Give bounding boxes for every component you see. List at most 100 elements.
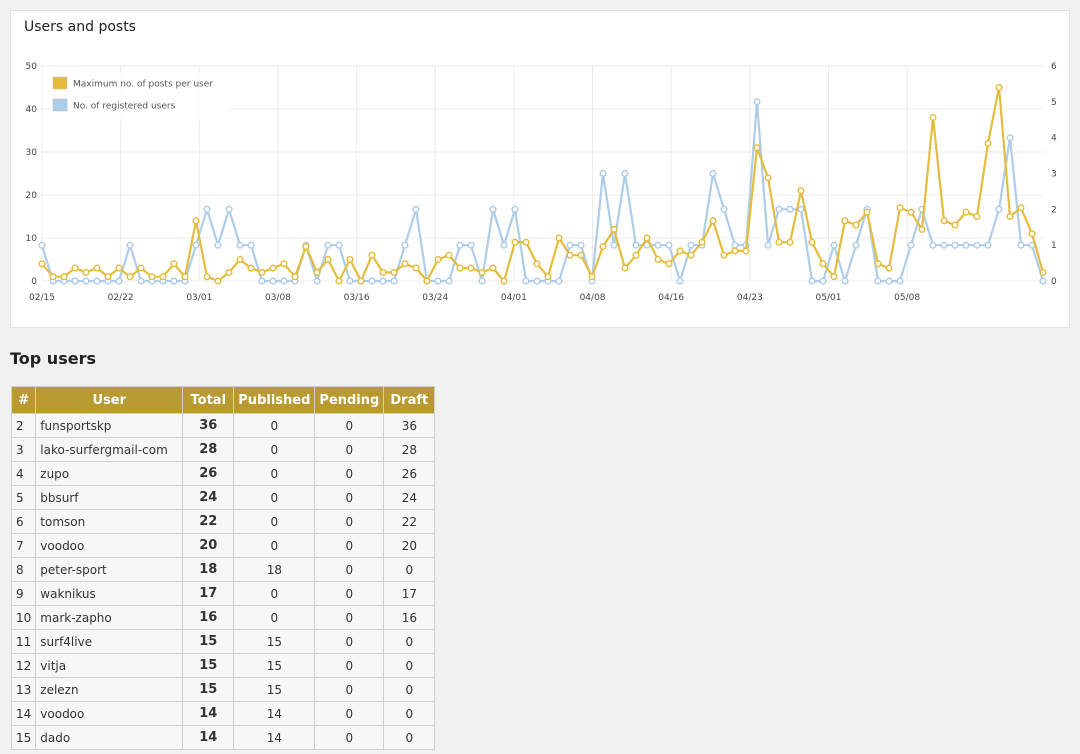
users-point [1006,134,1014,142]
table-body: 2 funsportskp 36 0 0 36 3 lako-surfergmail-com 2… [10,413,436,750]
pending-cell: 0 [314,413,385,438]
rank-cell: 10 [10,605,37,630]
users-point [709,169,717,178]
user-name-cell[interactable]: mark-zapho [35,605,184,630]
users-point [720,205,728,213]
posts-point [467,264,475,272]
posts-point [566,251,574,259]
draft-cell: 22 [383,509,436,534]
table-row: 13 zelezn 15 15 0 0 [10,677,436,702]
y-right-tick-label: 3 [1051,170,1057,180]
posts-point [379,268,387,276]
posts-point [577,251,585,259]
published-cell: 0 [233,533,316,558]
table-row: 4 zupo 26 0 0 26 [10,461,436,486]
user-name-cell[interactable]: bbsurf [35,485,184,510]
user-name-cell[interactable]: peter-sport [35,557,184,582]
draft-cell: 20 [383,533,436,558]
rank-cell: 11 [10,629,37,654]
table-header-row: # User Total Published Pending Draft [10,386,436,414]
posts-point [313,268,321,276]
users-point [82,277,90,285]
posts-point [907,208,915,216]
users-point [786,205,794,213]
published-cell: 0 [233,485,316,510]
col-user-header[interactable]: User [35,386,184,414]
users-point [511,205,519,213]
posts-point [71,264,79,272]
user-name-cell[interactable]: zupo [35,461,184,486]
rank-cell: 15 [10,725,37,750]
y-left-tick-label: 20 [26,191,38,201]
y-left-tick-label: 0 [31,277,37,287]
posts-point [643,234,651,242]
posts-point [819,260,827,268]
pending-cell: 0 [314,437,385,462]
user-name-cell[interactable]: surf4live [35,629,184,654]
posts-point [588,273,596,281]
total-cell: 18 [182,557,235,582]
posts-point [731,247,739,255]
x-tick-label: 03/16 [344,293,370,303]
y-right-tick-label: 6 [1051,62,1057,72]
y-right-tick-label: 2 [1051,205,1057,215]
table-row: 3 lako-surfergmail-com 28 0 0 28 [10,437,436,462]
user-name-cell[interactable]: waknikus [35,581,184,606]
posts-point [621,264,629,272]
posts-point [214,277,222,285]
user-name-cell[interactable]: vitja [35,653,184,678]
published-cell: 0 [233,437,316,462]
total-cell: 36 [182,413,235,438]
published-cell: 15 [233,629,316,654]
table-row: 5 bbsurf 24 0 0 24 [10,485,436,510]
user-name-cell[interactable]: tomson [35,509,184,534]
posts-point [423,277,431,285]
users-point [500,241,508,249]
col-pending-header[interactable]: Pending [314,386,385,414]
pending-cell: 0 [314,677,385,702]
users-point [907,241,915,249]
posts-point [38,260,46,268]
users-point [379,277,387,285]
col-total-header[interactable]: Total [182,386,235,414]
top-users-title: Top users [10,349,96,368]
posts-point [1039,268,1047,276]
col-rank-header[interactable]: # [10,386,37,414]
users-point [192,241,200,249]
users-point [522,277,530,285]
users-point [236,241,244,249]
pending-cell: 0 [314,509,385,534]
user-name-cell[interactable]: funsportskp [35,413,184,438]
posts-point [852,221,860,229]
published-cell: 0 [233,581,316,606]
users-point [214,241,222,249]
posts-point [962,208,970,216]
user-name-cell[interactable]: lako-surfergmail-com [35,437,184,462]
users-point [896,277,904,285]
posts-point [137,264,145,272]
posts-point [720,251,728,259]
x-tick-label: 02/22 [108,293,134,303]
users-point [1039,277,1047,285]
user-name-cell[interactable]: dado [35,725,184,750]
user-name-cell[interactable]: voodoo [35,701,184,726]
col-draft-header[interactable]: Draft [383,386,436,414]
rank-cell: 4 [10,461,37,486]
user-name-cell[interactable]: zelezn [35,677,184,702]
posts-point [49,273,57,281]
posts-point [346,255,354,264]
users-posts-chart: 0 10 20 30 40 50 0 1 2 3 4 5 6 02/15 02/22 03/01 03/08 03… [26,62,1057,303]
pending-cell: 0 [314,581,385,606]
posts-point [456,264,464,272]
posts-point [269,264,277,272]
user-name-cell[interactable]: voodoo [35,533,184,558]
posts-point [863,208,871,216]
posts-point [709,217,717,225]
col-published-header[interactable]: Published [233,386,316,414]
posts-point [698,238,706,246]
rank-cell: 6 [10,509,37,534]
draft-cell: 16 [383,605,436,630]
users-point [753,98,761,106]
posts-point [786,238,794,246]
total-cell: 28 [182,437,235,462]
